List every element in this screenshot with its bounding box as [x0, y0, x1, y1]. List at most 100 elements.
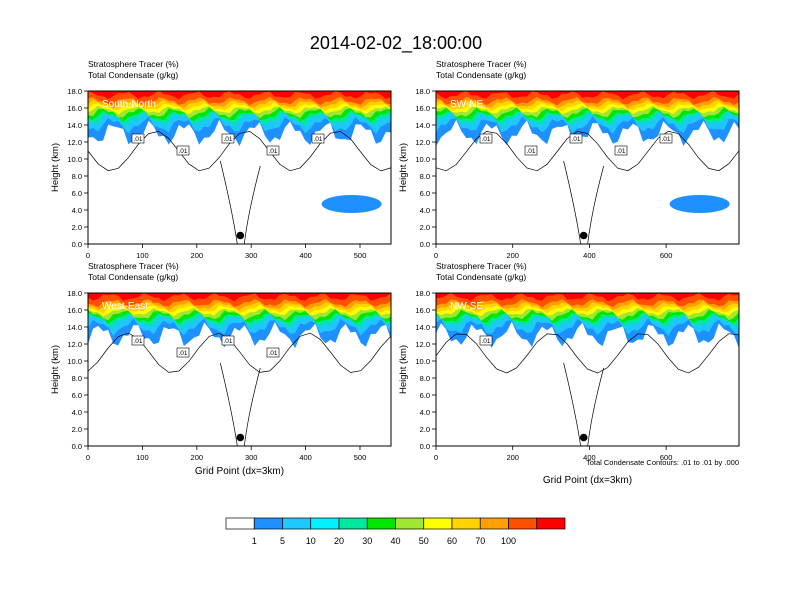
colorbar-label: 20 [334, 536, 344, 546]
y-tick-label: 4.0 [72, 206, 82, 215]
panel-sw-ne: Stratosphere Tracer (%)Total Condensate … [398, 59, 740, 260]
x-tick-label: 100 [136, 251, 149, 260]
contour-label-text: .01 [313, 136, 322, 143]
panel-label: NW-SE [450, 301, 483, 312]
panel-header-tracer: Stratosphere Tracer (%) [88, 59, 179, 69]
panel-label: SW-NE [450, 99, 483, 110]
colorbar-swatch [536, 517, 566, 530]
y-tick-label: 8.0 [72, 172, 82, 181]
contour-label-text: .01 [571, 136, 580, 143]
plot-frame [435, 292, 740, 447]
y-tick-label: 12.0 [67, 138, 82, 147]
panel-header-tracer: Stratosphere Tracer (%) [88, 261, 179, 271]
x-tick-label: 200 [191, 251, 204, 260]
contour-label: .01 [659, 133, 673, 144]
y-tick-label: 0.0 [420, 240, 430, 249]
colorbar-label: 1 [252, 536, 257, 546]
colorbar-label: 30 [362, 536, 372, 546]
low-level-tracer-patch [669, 195, 730, 213]
contour-label: .01 [479, 133, 493, 144]
y-tick-label: 10.0 [67, 155, 82, 164]
y-tick-label: 2.0 [420, 425, 430, 434]
colorbar-swatch [225, 517, 255, 530]
colorbar-swatch [310, 517, 340, 530]
contour-label-text: .01 [178, 148, 187, 155]
y-tick-label: 4.0 [72, 408, 82, 417]
x-tick-label: 400 [299, 453, 312, 462]
location-marker [579, 433, 588, 442]
x-tick-label: 400 [583, 251, 596, 260]
condensate-contour [219, 160, 261, 244]
y-tick-label: 8.0 [72, 374, 82, 383]
contour-label-text: .01 [481, 136, 490, 143]
y-tick-label: 12.0 [67, 340, 82, 349]
contour-label: .01 [614, 145, 628, 156]
contour-label-text: .01 [481, 338, 490, 345]
panel-header-tracer: Stratosphere Tracer (%) [436, 261, 527, 271]
condensate-contour [88, 332, 391, 373]
location-marker [236, 433, 245, 442]
colorbar-label: 70 [475, 536, 485, 546]
contour-label: .01 [569, 133, 583, 144]
panels: Stratosphere Tracer (%)Total Condensate … [50, 59, 740, 486]
contour-label-text: .01 [133, 136, 142, 143]
panel-header-condensate: Total Condensate (g/kg) [88, 70, 178, 80]
x-tick-label: 200 [506, 251, 519, 260]
y-tick-label: 18.0 [415, 87, 430, 96]
colorbar-label: 5 [280, 536, 285, 546]
x-tick-label: 500 [354, 453, 367, 462]
x-tick-label: 100 [136, 453, 149, 462]
y-tick-label: 18.0 [67, 289, 82, 298]
colorbar-swatch [451, 517, 481, 530]
y-tick-label: 6.0 [420, 189, 430, 198]
panel-west-east: Stratosphere Tracer (%)Total Condensate … [50, 261, 392, 477]
condensate-contour [219, 362, 261, 446]
y-tick-label: 10.0 [415, 357, 430, 366]
x-axis-label: Grid Point (dx=3km) [543, 475, 632, 486]
x-axis-label: Grid Point (dx=3km) [195, 466, 284, 477]
x-tick-label: 200 [191, 453, 204, 462]
y-tick-label: 6.0 [420, 391, 430, 400]
x-tick-label: 0 [434, 251, 438, 260]
y-axis-label: Height (km) [50, 143, 61, 192]
y-tick-label: 14.0 [415, 121, 430, 130]
panel-label: South-North [102, 99, 156, 110]
y-tick-label: 14.0 [415, 323, 430, 332]
y-tick-label: 10.0 [415, 155, 430, 164]
contour-label-text: .01 [616, 148, 625, 155]
panel-nw-se: Stratosphere Tracer (%)Total Condensate … [398, 261, 740, 486]
contour-label-text: .01 [526, 148, 535, 155]
tracer-band-9 [88, 293, 391, 302]
condensate-contour [563, 160, 605, 244]
y-tick-label: 16.0 [415, 104, 430, 113]
y-tick-label: 2.0 [72, 223, 82, 232]
tracer-band-9 [436, 293, 739, 302]
colorbar-swatch [423, 517, 453, 530]
x-tick-label: 0 [86, 251, 90, 260]
x-tick-label: 200 [506, 453, 519, 462]
y-tick-label: 16.0 [67, 306, 82, 315]
y-axis-label: Height (km) [398, 143, 409, 192]
colorbar-label: 10 [306, 536, 316, 546]
contour-label-text: .01 [268, 148, 277, 155]
colorbar-swatch [338, 517, 368, 530]
contour-label: .01 [221, 133, 235, 144]
contour-label-text: .01 [223, 136, 232, 143]
tracer-band-9 [88, 91, 391, 100]
y-tick-label: 16.0 [415, 306, 430, 315]
contour-label: .01 [131, 133, 145, 144]
low-level-tracer-patch [321, 195, 382, 213]
y-tick-label: 6.0 [72, 189, 82, 198]
colorbar-swatch [282, 517, 312, 530]
y-tick-label: 4.0 [420, 408, 430, 417]
colorbar-swatch [508, 517, 538, 530]
contour-label: .01 [479, 335, 493, 346]
x-tick-label: 600 [660, 251, 673, 260]
contour-label: .01 [524, 145, 538, 156]
colorbar-swatch [479, 517, 509, 530]
condensate-contour [436, 130, 739, 172]
panel-header-condensate: Total Condensate (g/kg) [436, 70, 526, 80]
y-tick-label: 8.0 [420, 172, 430, 181]
y-tick-label: 2.0 [72, 425, 82, 434]
condensate-contour [563, 362, 605, 446]
